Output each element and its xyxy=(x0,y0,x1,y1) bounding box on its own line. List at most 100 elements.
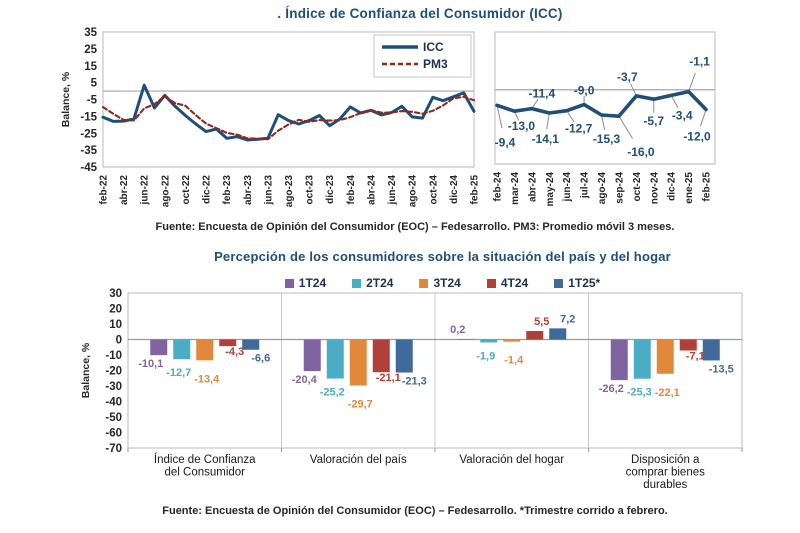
series-icc-line xyxy=(101,83,476,142)
bar-3T24-group3 xyxy=(656,339,674,374)
legend-swatch xyxy=(284,278,294,288)
category-label: Disposición a xyxy=(631,454,700,466)
y-axis-title: Balance, % xyxy=(80,342,92,398)
bar-1T25-group3 xyxy=(702,339,720,361)
bar-1T24-group0 xyxy=(150,339,168,356)
x-tick-label: jun-24 xyxy=(562,172,573,203)
bar-1T25-group0 xyxy=(242,339,260,350)
bar-value-label: -21,3 xyxy=(402,376,427,388)
series-pm3-line xyxy=(101,95,476,141)
x-tick-label: ago-24 xyxy=(408,175,419,208)
legend-label: 4T24 xyxy=(500,276,529,290)
bar-4T24-group3 xyxy=(679,339,697,351)
data-point-label: -5,7 xyxy=(643,114,664,128)
x-tick-label: may-24 xyxy=(545,172,556,207)
x-tick-label: dic-24 xyxy=(667,172,678,201)
icc-zoom-line-chart: -9,4 -13,0 -11,4 -14,1 -12,7 -9,0 -15,3 -16,0 -3… xyxy=(493,31,716,207)
bar-value-label: 0,2 xyxy=(450,324,465,336)
chart2-source-note: Fuente: Encuesta de Opinión del Consumid… xyxy=(162,505,668,517)
bar-1T25-group2 xyxy=(549,328,567,340)
label-leader-line xyxy=(670,95,679,109)
icc-line-chart: 35 25 15 5 -5 -15 -25 -35 -45 Balance, % feb-22 abr… xyxy=(60,27,481,208)
x-tick-label: jun-22 xyxy=(140,175,151,206)
bar-1T24-group2 xyxy=(457,339,475,340)
perception-bar-chart: 30 20 10 0 -10 -20 -30 -40 -50 -60 -70 Balance, % -1… xyxy=(80,288,743,491)
data-point-label: -3,7 xyxy=(617,70,638,84)
bar-value-label: -1,4 xyxy=(504,355,524,367)
y-tick-label: -35 xyxy=(80,145,97,157)
bar-2T24-group1 xyxy=(326,339,344,379)
x-tick-label: feb-25 xyxy=(702,172,713,202)
category-label: Valoración del hogar xyxy=(459,454,564,466)
chart1-title: . Índice de Confianza del Consumidor (IC… xyxy=(277,6,563,21)
x-tick-label: dic-22 xyxy=(202,175,213,204)
legend-label: 2T24 xyxy=(366,276,394,290)
bar-value-label: -22,1 xyxy=(655,387,680,399)
x-tick-label: feb-22 xyxy=(99,175,110,205)
category-label: del Consumidor xyxy=(164,467,245,479)
data-point-label: -16,0 xyxy=(627,145,655,159)
plot-frame xyxy=(494,31,716,165)
category-label: comprar bienes xyxy=(626,467,706,479)
chart1-source-note: Fuente: Encuesta de Opinión del Consumid… xyxy=(155,221,675,233)
y-tick-label: -45 xyxy=(80,162,97,174)
bar-value-label: -26,2 xyxy=(599,383,624,395)
category-label: durables xyxy=(643,479,687,491)
data-point-label: -9,4 xyxy=(495,135,516,149)
x-tick-label: abr-24 xyxy=(366,175,377,205)
y-tick-label: -60 xyxy=(105,428,122,440)
legend-icc-label: ICC xyxy=(423,40,444,54)
bar-4T24-group0 xyxy=(219,339,237,347)
x-tick-label: abr-24 xyxy=(527,172,538,202)
x-tick-label: ago-23 xyxy=(284,175,295,208)
bar-value-label: -10,1 xyxy=(138,358,163,370)
x-tick-label: feb-23 xyxy=(222,175,233,205)
label-leader-line xyxy=(688,72,696,92)
x-tick-label: ene-25 xyxy=(684,172,695,204)
y-tick-label: -50 xyxy=(105,412,122,424)
bar-2T24-group2 xyxy=(480,339,498,343)
chart2-title: Percepción de los consumidores sobre la … xyxy=(214,249,671,264)
x-tick-label: jul-24 xyxy=(580,172,591,200)
bar-value-label: -12,7 xyxy=(166,367,191,379)
category-label: Índice de Confianza xyxy=(154,453,256,466)
y-tick-label: -15 xyxy=(80,111,97,123)
legend-item-1T25: 1T25* xyxy=(554,276,600,290)
x-tick-label: feb-25 xyxy=(470,175,481,205)
y-tick-label: 35 xyxy=(84,27,97,39)
x-tick-label: ago-24 xyxy=(597,172,608,205)
data-point-label: -14,1 xyxy=(532,132,560,146)
x-tick-label: dic-24 xyxy=(449,175,460,204)
y-tick-label: 10 xyxy=(109,319,122,331)
legend-pm3-label: PM3 xyxy=(423,57,448,71)
y-axis-title: Balance, % xyxy=(60,71,72,127)
bar-value-label: -13,4 xyxy=(194,373,220,385)
data-point-label: -11,4 xyxy=(528,87,555,101)
bar-value-label: -29,7 xyxy=(348,399,373,411)
y-tick-label: -20 xyxy=(105,366,122,378)
data-point-label: -9,0 xyxy=(574,84,595,98)
bar-4T24-group2 xyxy=(526,330,544,340)
bar-3T24-group2 xyxy=(503,339,521,342)
y-tick-label: 5 xyxy=(91,78,98,90)
label-leader-line xyxy=(496,105,503,129)
legend-swatch xyxy=(419,278,429,288)
label-leader-line xyxy=(546,112,550,130)
x-tick-label: nov-24 xyxy=(649,172,660,205)
y-tick-label: -70 xyxy=(105,443,122,455)
y-tick-label: 0 xyxy=(116,335,122,347)
bar-4T24-group1 xyxy=(372,339,390,373)
legend-label: 1T25* xyxy=(568,276,601,290)
bar-1T25-group1 xyxy=(395,339,413,373)
legend-label: 3T24 xyxy=(433,276,461,290)
x-tick-label: jun-23 xyxy=(263,175,274,206)
label-leader-line xyxy=(601,114,606,130)
x-tick-label: feb-24 xyxy=(493,172,504,202)
bar-value-label: -6,6 xyxy=(251,353,270,365)
bar-value-label: 5,5 xyxy=(534,316,549,328)
bar-2T24-group0 xyxy=(173,339,191,360)
legend-swatch xyxy=(352,278,362,288)
series-icc-line xyxy=(495,89,708,118)
legend-label: 1T24 xyxy=(298,276,327,290)
y-tick-label: -25 xyxy=(80,128,97,140)
